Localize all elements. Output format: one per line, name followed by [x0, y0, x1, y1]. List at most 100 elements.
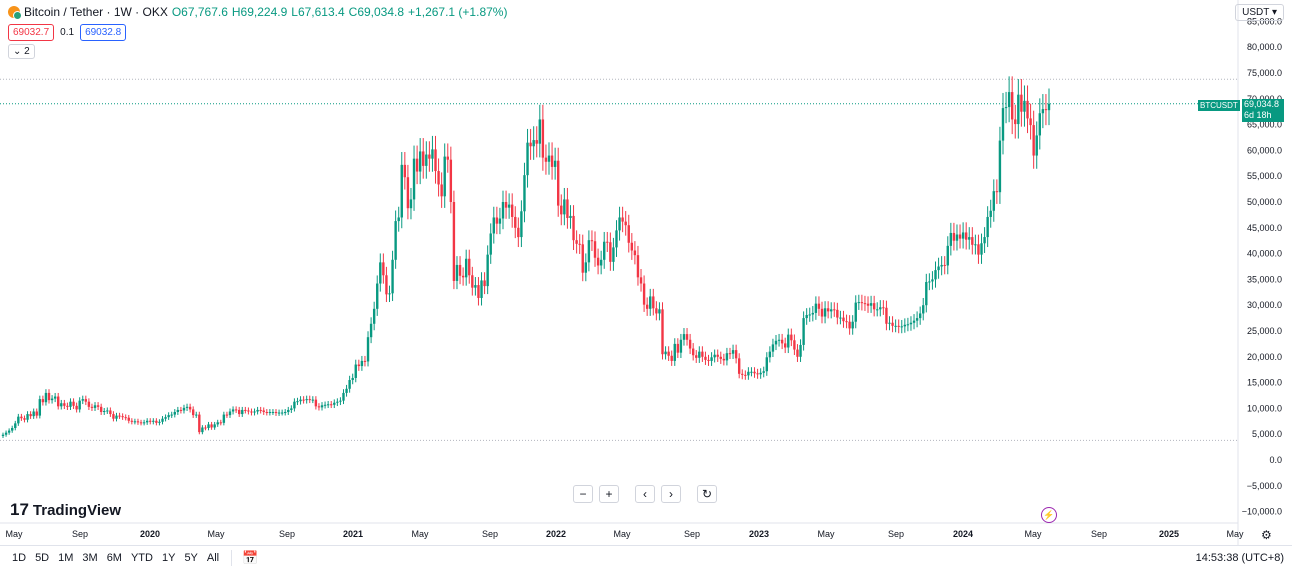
candle-body [897, 325, 900, 327]
candle-body [698, 351, 701, 358]
sell-button[interactable]: 69032.7 [8, 24, 55, 41]
candle-body [185, 406, 189, 408]
candle-body [78, 400, 81, 410]
range-1m-button[interactable]: 1M [58, 552, 74, 564]
candle-body [713, 354, 716, 358]
candle-body [320, 405, 324, 408]
candle-body [707, 359, 710, 361]
candle-body [639, 277, 643, 284]
candle-body [599, 259, 603, 266]
candle-body [333, 402, 336, 405]
range-ytd-button[interactable]: YTD [130, 552, 153, 564]
range-5d-button[interactable]: 5D [35, 552, 50, 564]
range-3m-button[interactable]: 3M [82, 552, 98, 564]
candle-body [943, 264, 946, 266]
scroll-left-button[interactable]: ‹ [635, 485, 655, 503]
candle-body [596, 257, 600, 266]
candle-body [483, 280, 486, 287]
candle-body [11, 428, 14, 431]
candle-body [725, 353, 729, 361]
candle-body [403, 164, 407, 178]
range-1y-button[interactable]: 1Y [161, 552, 176, 564]
candle-body [808, 314, 811, 316]
range-all-button[interactable]: All [206, 552, 220, 564]
y-tick-label: 0.0 [1269, 455, 1282, 465]
candle-body [547, 155, 551, 162]
candle-body [931, 279, 934, 282]
zoom-out-button[interactable]: − [573, 485, 593, 503]
tradingview-logo[interactable]: 17 TradingView [10, 500, 121, 520]
candle-body [612, 247, 615, 262]
range-1d-button[interactable]: 1D [12, 552, 27, 564]
scroll-right-button[interactable]: › [661, 485, 681, 503]
range-5y-button[interactable]: 5Y [184, 552, 198, 564]
y-tick-label: 55,000.0 [1247, 171, 1282, 181]
candle-body [253, 411, 256, 413]
x-tick-label: 2025 [1159, 529, 1179, 539]
candle-body [977, 244, 980, 255]
candle-body [418, 151, 422, 172]
gear-icon[interactable]: ⚙ [1261, 528, 1272, 542]
candle-body [155, 420, 158, 423]
candle-body [308, 399, 311, 401]
candle-body [544, 157, 548, 162]
candle-body [112, 414, 115, 419]
candle-body [182, 407, 186, 411]
candle-body [360, 360, 364, 367]
y-tick-label: 30,000.0 [1247, 300, 1282, 310]
candle-body [4, 432, 8, 435]
range-6m-button[interactable]: 6M [106, 552, 122, 564]
candle-body [382, 262, 385, 276]
indicators-toggle[interactable]: ⌄ 2 [8, 44, 35, 59]
candle-body [204, 427, 207, 429]
candle-body [925, 281, 928, 306]
candle-body [645, 304, 649, 309]
candle-body [118, 415, 121, 417]
candle-body [676, 343, 680, 353]
reset-chart-button[interactable]: ↻ [697, 485, 717, 503]
candle-body [642, 283, 646, 305]
x-tick-label: May [817, 529, 835, 539]
candle-body [744, 374, 747, 376]
candle-body [480, 280, 483, 298]
candle-body [667, 351, 670, 356]
symbol-price-label: BTCUSDT [1198, 100, 1240, 111]
candle-body [995, 191, 999, 193]
candle-body [93, 405, 97, 408]
candle-body [609, 242, 612, 262]
candle-body [790, 334, 793, 341]
candle-body [728, 353, 732, 355]
clock[interactable]: 14:53:38 (UTC+8) [1195, 552, 1284, 564]
lightning-icon[interactable]: ⚡ [1041, 507, 1057, 523]
candle-body [514, 216, 517, 228]
x-tick-label: May [613, 529, 631, 539]
candle-body [664, 351, 667, 355]
candle-body [753, 371, 756, 374]
candle-body [833, 309, 836, 311]
candle-body [814, 303, 818, 313]
symbol-title[interactable]: Bitcoin / Tether · 1W · OKX [24, 5, 168, 19]
candle-body [550, 155, 554, 167]
candle-body [41, 399, 45, 403]
candle-body [928, 281, 931, 283]
candle-body [857, 302, 861, 304]
zoom-in-button[interactable]: + [599, 485, 619, 503]
candle-body [952, 232, 956, 241]
buy-button[interactable]: 69032.8 [80, 24, 127, 41]
calendar-icon[interactable]: 📅 [231, 550, 258, 566]
currency-select[interactable]: USDT ▾ [1235, 4, 1284, 21]
candle-body [805, 315, 808, 319]
candle-body [179, 409, 183, 411]
range-buttons: 1D 5D 1M 3M 6M YTD 1Y 5Y All [0, 552, 219, 564]
candle-body [836, 309, 839, 318]
candle-body [284, 412, 287, 414]
candle-body [391, 259, 394, 294]
candle-body [557, 160, 560, 206]
indicators-count: 2 [24, 46, 30, 57]
candle-body [149, 420, 152, 422]
candle-body [860, 302, 864, 304]
candle-body [345, 388, 348, 393]
chart-nav-buttons: − + ‹ › ↻ [573, 485, 717, 503]
candle-body [244, 409, 247, 411]
